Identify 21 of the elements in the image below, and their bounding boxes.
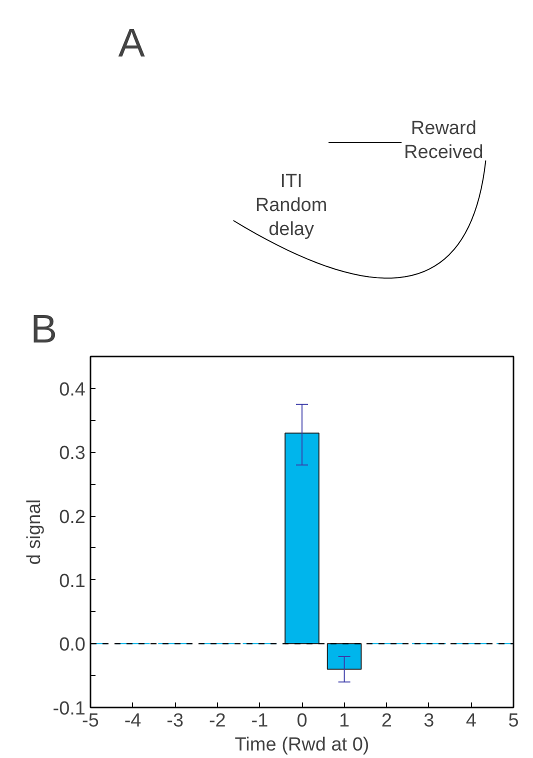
y-tick-label: 0.0 — [59, 634, 86, 656]
x-tick-label: -1 — [251, 710, 268, 732]
text: ITI Random delay — [255, 171, 328, 240]
x-tick-label: 0 — [296, 710, 308, 732]
y-axis-title: d signal — [24, 499, 45, 565]
y-tick-label: 0.1 — [59, 570, 86, 592]
x-tick-label: -2 — [208, 710, 226, 732]
x-axis-title: Time (Rwd at 0) — [234, 734, 370, 756]
y-tick-label: 0.4 — [59, 379, 86, 400]
x-tick-label: 1 — [339, 710, 350, 732]
x-tick-label: -4 — [124, 710, 142, 732]
x-tick-label: 3 — [424, 710, 434, 732]
x-tick-label: 2 — [381, 710, 392, 732]
x-tick-label: 5 — [508, 710, 519, 732]
text: A — [118, 22, 146, 66]
y-tick-label: 0.2 — [59, 507, 86, 528]
x-tick-label: -3 — [166, 710, 184, 732]
y-tick-label: 0.3 — [59, 443, 86, 464]
chart-title: B — [30, 308, 58, 352]
x-tick-label: 4 — [466, 710, 477, 732]
text: Reward Received — [404, 118, 484, 163]
